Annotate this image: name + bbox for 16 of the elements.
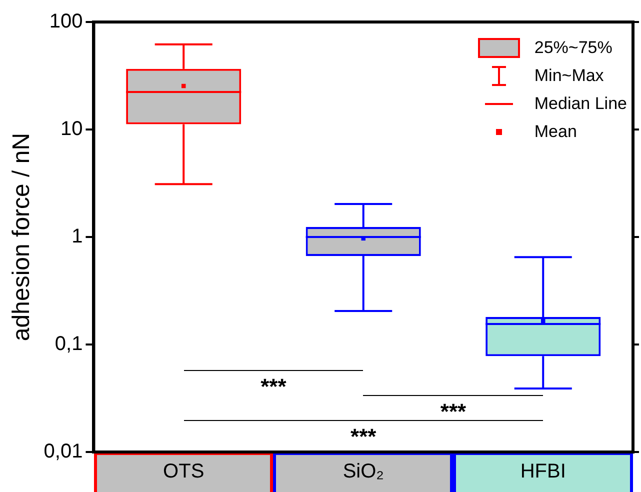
annotation: *** [260, 374, 286, 399]
y-tick-label: 100 [49, 10, 83, 33]
annotation: *** [350, 424, 376, 450]
annotation: Min~Max [534, 66, 605, 86]
y-tick-label: 0,01 [44, 440, 83, 463]
y-tick-label: 0,1 [54, 333, 83, 356]
annotation: 25%~75% [534, 38, 614, 58]
annotation: Mean [534, 122, 578, 142]
x-tick-label: OTS [163, 460, 204, 483]
annotation: *** [440, 398, 466, 424]
y-axis-title: adhesion force / nN [8, 132, 36, 342]
y-tick-label: 10 [60, 118, 83, 140]
annotation: Median Line [534, 94, 627, 114]
y-tick-label: 1 [72, 226, 83, 248]
x-tick-label: HFBI [520, 460, 566, 483]
x-tick-label: SiO₂ [342, 460, 384, 483]
